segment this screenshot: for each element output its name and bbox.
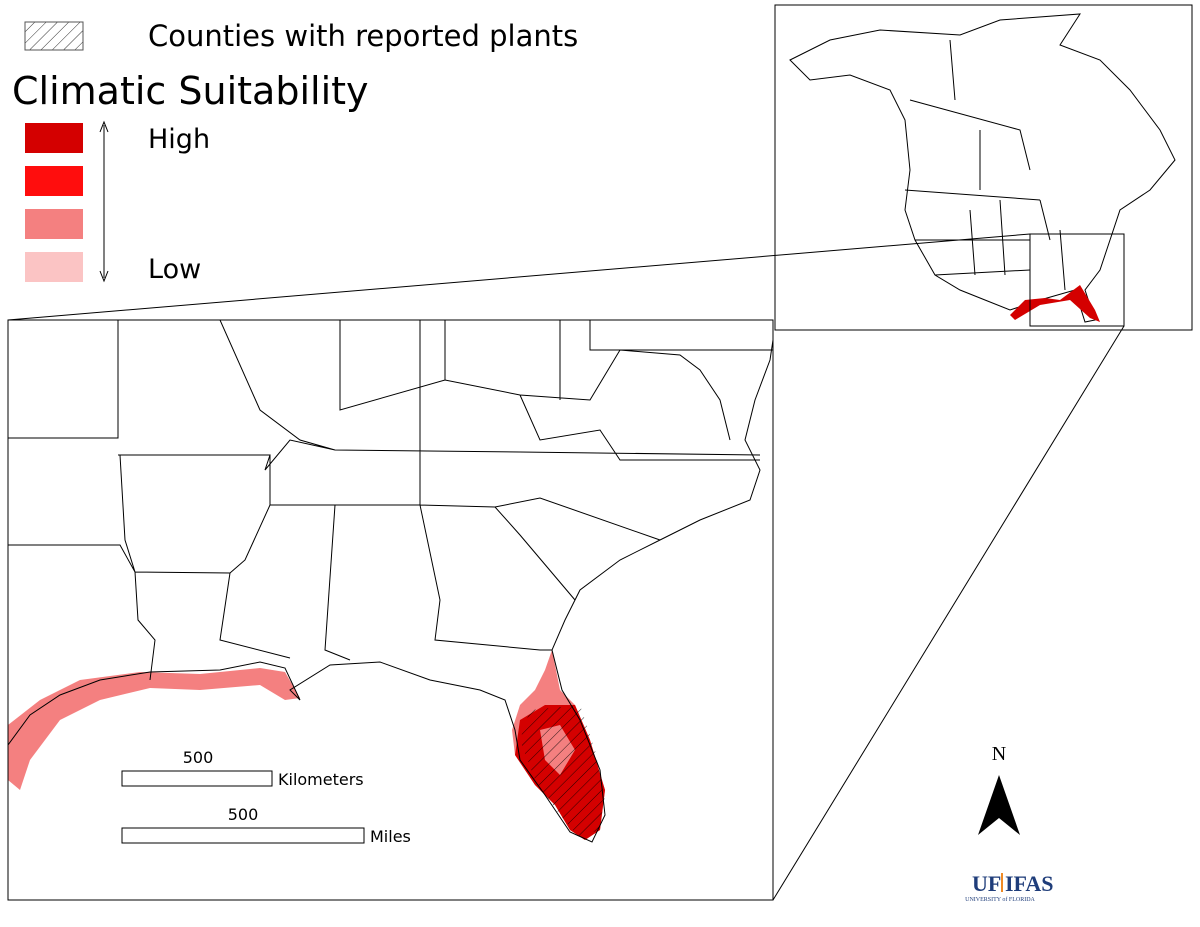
logo-university: UNIVERSITY of FLORIDA xyxy=(965,896,1035,903)
legend-swatches xyxy=(25,123,83,282)
scale-mi-value: 500 xyxy=(228,805,259,824)
connector xyxy=(772,325,1125,901)
inset-suitability xyxy=(1010,285,1100,322)
inset-borders xyxy=(904,39,1066,291)
scale-km-unit: Kilometers xyxy=(278,770,364,789)
hatch-swatch xyxy=(24,21,84,51)
north-arrow xyxy=(978,775,1020,835)
legend-title: Climatic Suitability xyxy=(12,69,369,113)
inset-frame xyxy=(774,4,1193,331)
main-map-frame xyxy=(7,319,774,901)
legend-low: Low xyxy=(148,254,201,285)
scale-km-value: 500 xyxy=(183,748,214,767)
scale-mi-unit: Miles xyxy=(370,827,411,846)
main-map xyxy=(8,320,773,900)
reported-counties xyxy=(520,705,605,838)
scale-bar-km xyxy=(121,770,273,787)
north-label: N xyxy=(992,743,1006,765)
coastline xyxy=(8,339,773,843)
legend-swatch xyxy=(25,166,83,196)
logo-ifas: IFAS xyxy=(1005,871,1054,896)
legend-swatch xyxy=(25,123,83,153)
legend-swatch xyxy=(25,209,83,239)
state-borders xyxy=(8,320,773,681)
connector xyxy=(7,233,1031,321)
inset-map xyxy=(789,13,1176,323)
legend-swatch xyxy=(25,252,83,282)
north-america xyxy=(789,13,1176,323)
legend-arrowheads xyxy=(99,120,109,283)
logo-uf: UF xyxy=(972,871,1001,896)
hatch-label: Counties with reported plants xyxy=(148,19,578,53)
legend-high: High xyxy=(148,124,210,155)
scale-bar-mi xyxy=(121,827,365,844)
suitability-area xyxy=(8,668,300,790)
inset-extent xyxy=(1029,233,1125,327)
